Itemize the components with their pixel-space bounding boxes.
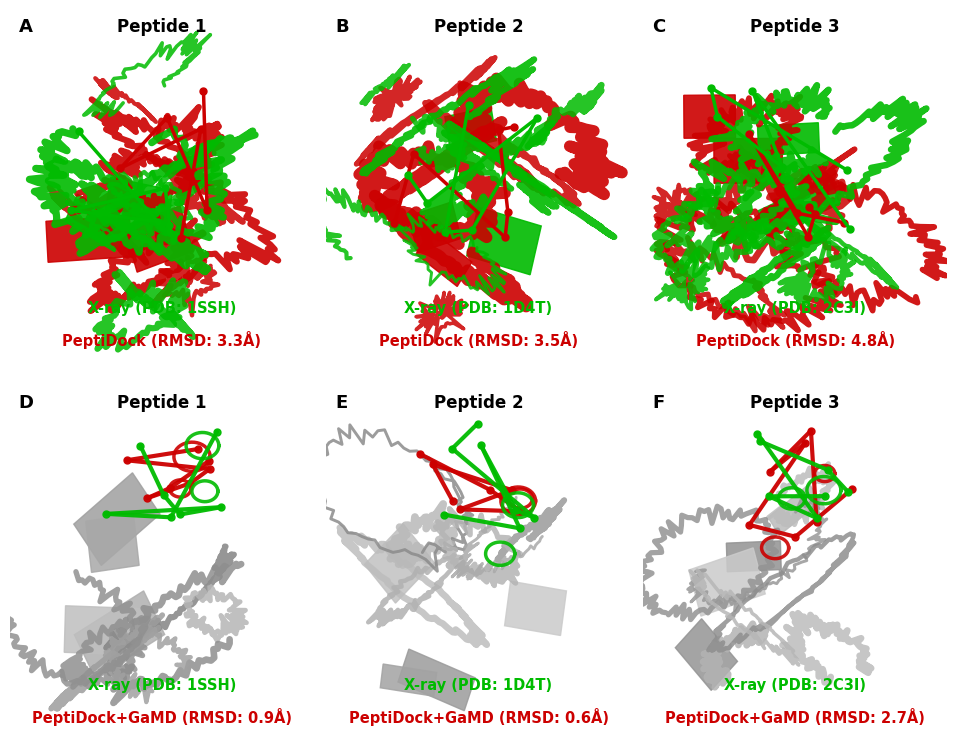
Polygon shape: [86, 514, 139, 573]
Polygon shape: [365, 524, 434, 603]
Text: A: A: [19, 18, 33, 36]
Text: Peptide 2: Peptide 2: [434, 18, 523, 36]
Polygon shape: [416, 229, 472, 286]
Polygon shape: [74, 473, 160, 565]
Text: C: C: [652, 18, 665, 36]
Polygon shape: [380, 664, 436, 696]
Text: Peptide 2: Peptide 2: [434, 394, 523, 412]
Text: PeptiDock+GaMD (RMSD: 0.9Å): PeptiDock+GaMD (RMSD: 0.9Å): [32, 707, 292, 726]
Text: Peptide 1: Peptide 1: [117, 394, 207, 412]
Polygon shape: [65, 194, 127, 252]
Text: Peptide 3: Peptide 3: [750, 18, 840, 36]
Text: X-ray (PDB: 2C3I): X-ray (PDB: 2C3I): [724, 678, 866, 693]
Text: X-ray (PDB: 1SSH): X-ray (PDB: 1SSH): [88, 678, 236, 693]
Polygon shape: [409, 202, 461, 252]
Polygon shape: [64, 606, 143, 655]
Polygon shape: [124, 206, 193, 272]
Polygon shape: [714, 138, 783, 184]
Polygon shape: [105, 178, 173, 226]
Text: B: B: [335, 18, 349, 36]
Text: X-ray (PDB: 1D4T): X-ray (PDB: 1D4T): [405, 678, 552, 693]
Polygon shape: [683, 95, 736, 138]
Text: Peptide 1: Peptide 1: [117, 18, 207, 36]
Polygon shape: [398, 649, 476, 710]
Text: E: E: [335, 394, 347, 412]
Text: X-ray (PDB: 1SSH): X-ray (PDB: 1SSH): [88, 301, 236, 316]
Polygon shape: [758, 177, 840, 238]
Text: PeptiDock (RMSD: 4.8Å): PeptiDock (RMSD: 4.8Å): [696, 331, 895, 349]
Polygon shape: [46, 215, 131, 262]
Text: X-ray (PDB: 2C3I): X-ray (PDB: 2C3I): [724, 301, 866, 316]
Polygon shape: [676, 619, 738, 690]
Polygon shape: [758, 123, 819, 155]
Polygon shape: [768, 484, 820, 535]
Text: F: F: [652, 394, 664, 412]
Polygon shape: [467, 207, 542, 275]
Text: PeptiDock+GaMD (RMSD: 2.7Å): PeptiDock+GaMD (RMSD: 2.7Å): [665, 707, 925, 726]
Polygon shape: [689, 548, 766, 616]
Polygon shape: [445, 107, 497, 150]
Text: PeptiDock (RMSD: 3.5Å): PeptiDock (RMSD: 3.5Å): [379, 331, 578, 349]
Polygon shape: [504, 581, 567, 636]
Text: X-ray (PDB: 1D4T): X-ray (PDB: 1D4T): [405, 301, 552, 316]
Text: PeptiDock (RMSD: 3.3Å): PeptiDock (RMSD: 3.3Å): [62, 331, 261, 349]
Text: D: D: [19, 394, 33, 412]
Polygon shape: [75, 591, 165, 679]
Text: Peptide 3: Peptide 3: [750, 394, 840, 412]
Text: PeptiDock+GaMD (RMSD: 0.6Å): PeptiDock+GaMD (RMSD: 0.6Å): [348, 707, 609, 726]
Polygon shape: [726, 541, 781, 572]
